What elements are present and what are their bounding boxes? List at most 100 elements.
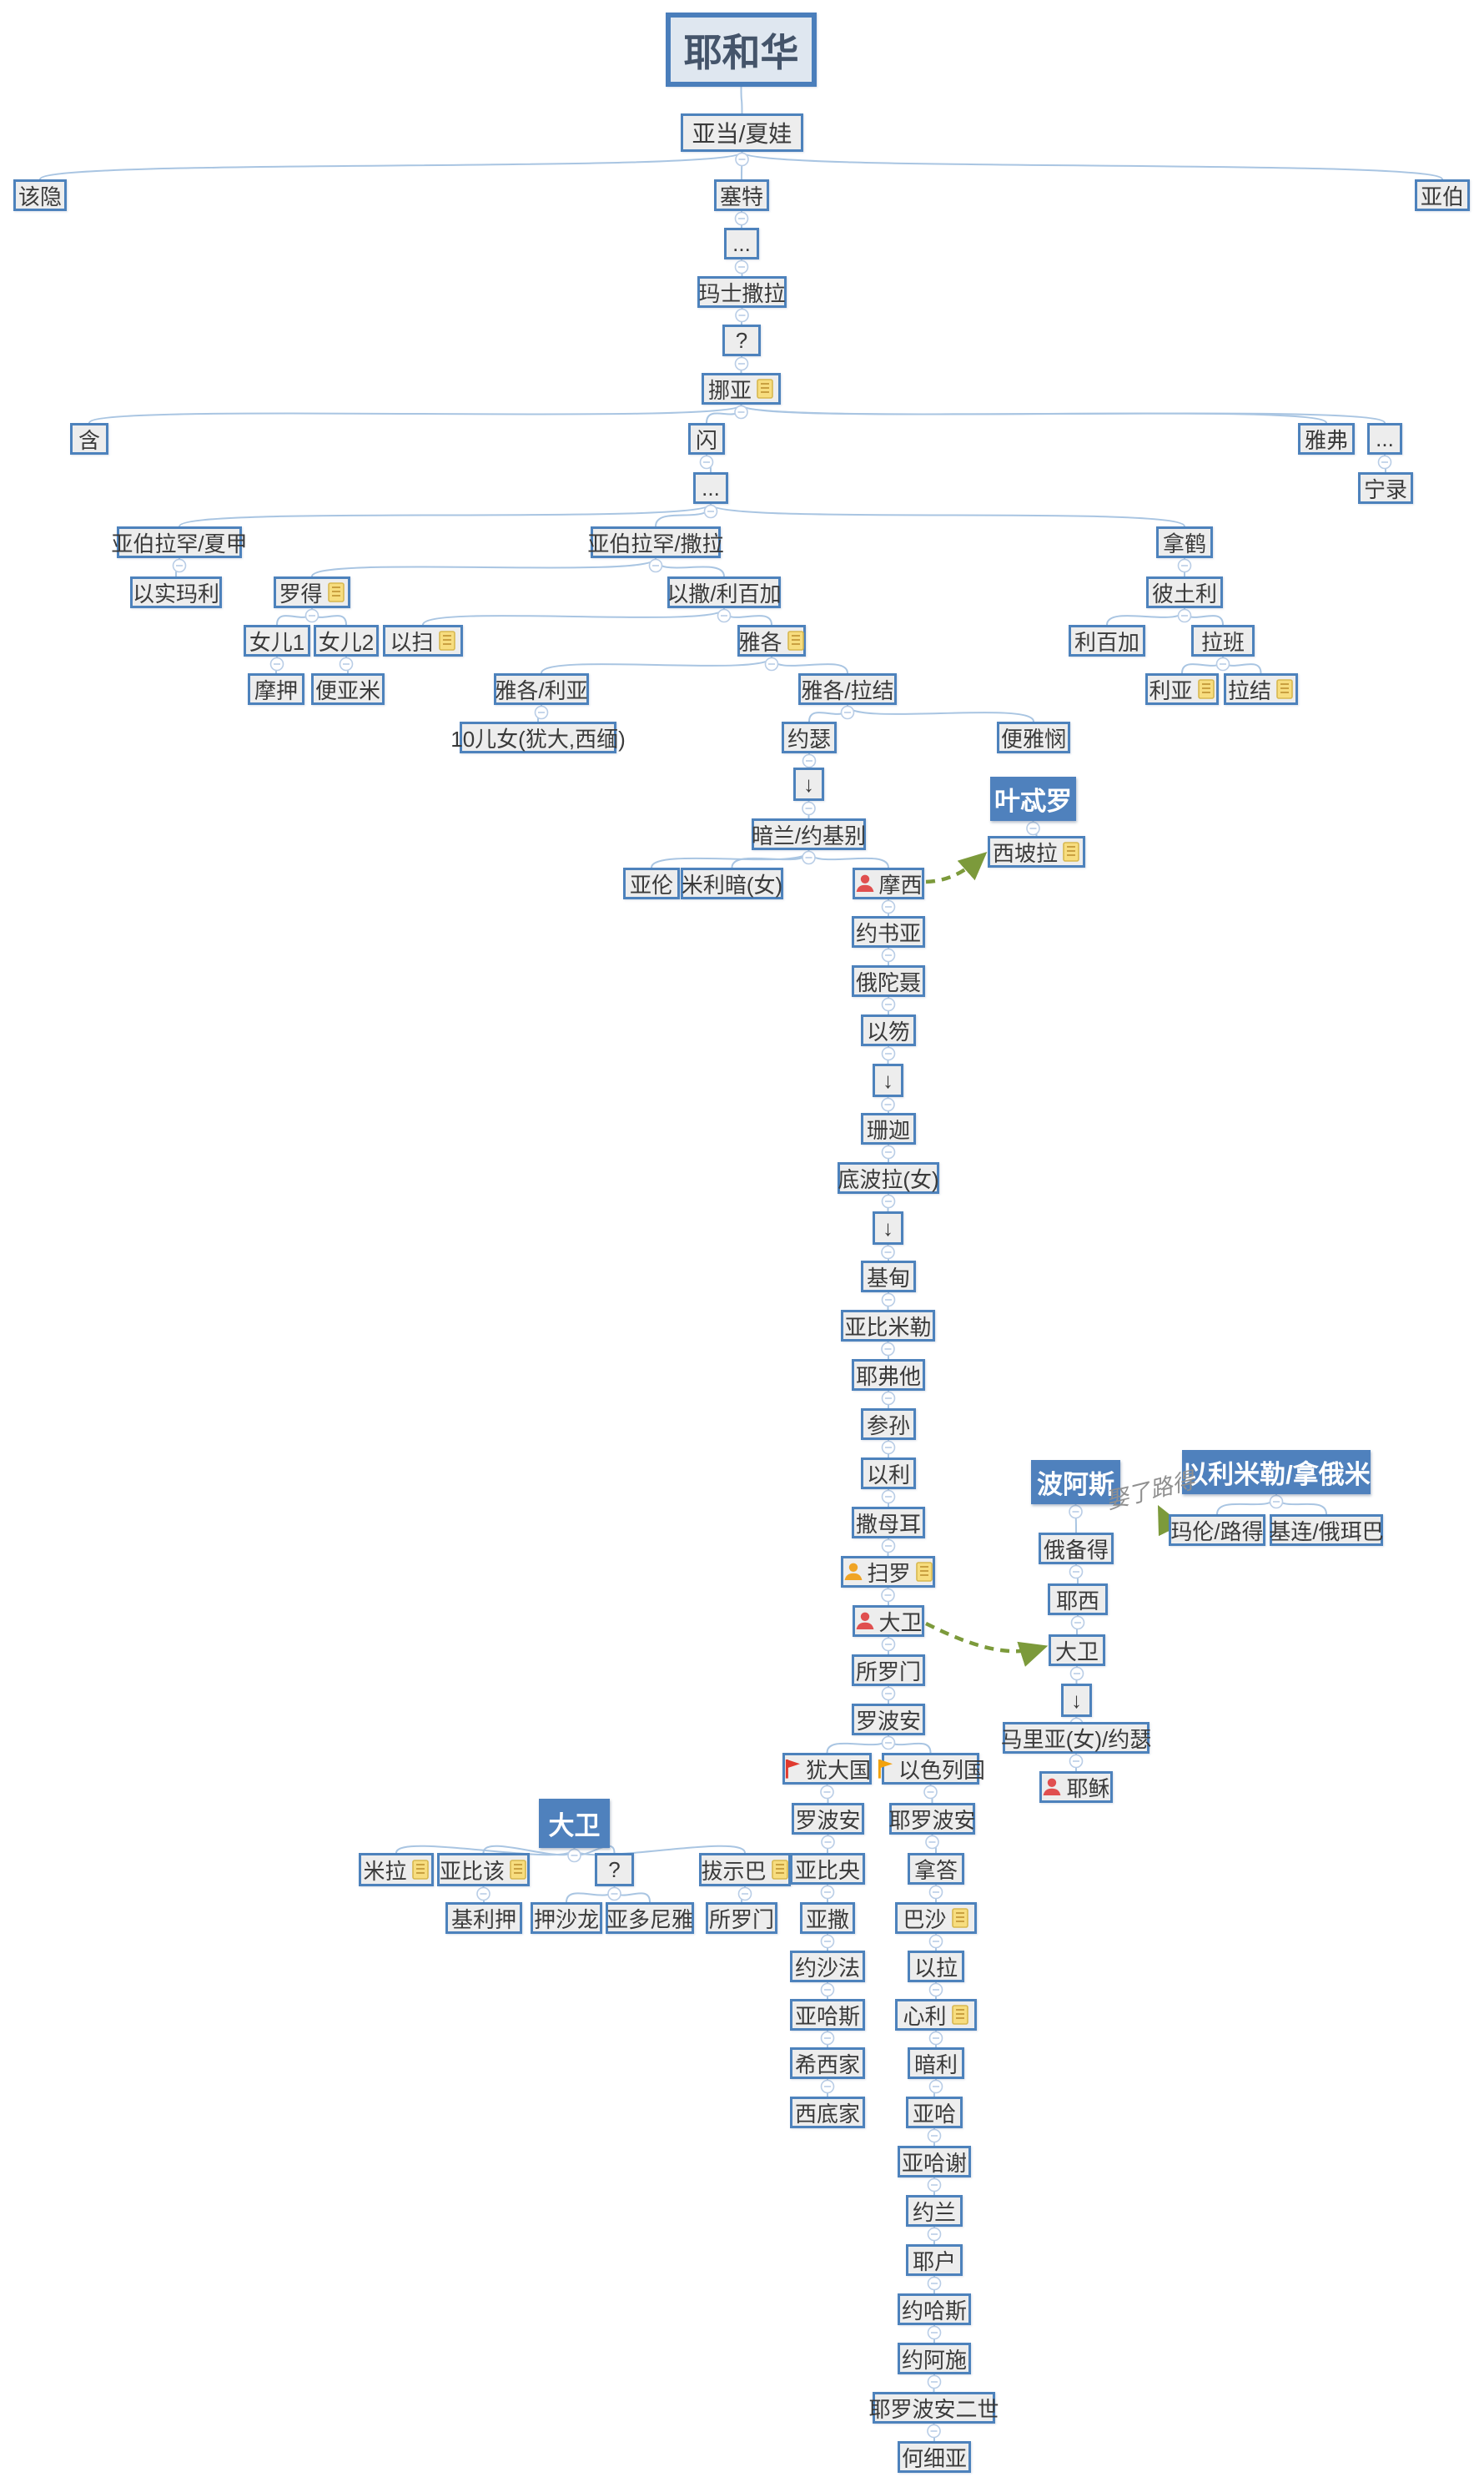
collapse-toggle-seth[interactable] [734, 211, 749, 226]
collapse-toggle-elah[interactable] [928, 1982, 943, 1997]
node-abimelech[interactable]: 亚比米勒 [841, 1310, 935, 1342]
node-arrow2[interactable]: ↓ [873, 1064, 903, 1097]
collapse-toggle-deborah[interactable] [881, 1194, 896, 1209]
node-baasha[interactable]: 巴沙 [895, 1902, 977, 1934]
node-arrow4[interactable]: ↓ [1061, 1684, 1092, 1717]
collapse-toggle-nahor[interactable] [1177, 558, 1192, 573]
collapse-toggle-moses[interactable] [881, 899, 896, 914]
node-deborah[interactable]: 底波拉(女) [838, 1162, 939, 1194]
collapse-toggle-nadab[interactable] [928, 1885, 943, 1900]
collapse-toggle-rehoboam_top[interactable] [881, 1735, 896, 1750]
collapse-toggle-shem[interactable] [699, 455, 714, 470]
node-rebekah[interactable]: 利百加 [1069, 625, 1145, 657]
node-joash[interactable]: 约阿施 [898, 2343, 971, 2374]
node-asa[interactable]: 亚撒 [800, 1902, 855, 1934]
node-rehoboam_top[interactable]: 罗波安 [852, 1704, 925, 1735]
node-jacob[interactable]: 雅各 [737, 625, 806, 657]
node-benjamin[interactable]: 便雅悯 [997, 722, 1070, 753]
node-othniel[interactable]: 俄陀聂 [852, 965, 925, 997]
collapse-toggle-obed[interactable] [1069, 1564, 1084, 1579]
node-jacob_rachel[interactable]: 雅各/拉结 [798, 673, 897, 705]
node-daughter2[interactable]: 女儿2 [314, 625, 379, 657]
collapse-toggle-boaz_label[interactable] [1069, 1504, 1083, 1519]
node-jehu[interactable]: 耶户 [906, 2244, 963, 2276]
collapse-toggle-asa[interactable] [820, 1934, 835, 1949]
node-solomon[interactable]: 所罗门 [852, 1654, 925, 1686]
node-david2[interactable]: 大卫 [1049, 1634, 1105, 1666]
collapse-toggle-jacob_leah[interactable] [534, 705, 549, 720]
node-ahaziah[interactable]: 亚哈谢 [898, 2146, 971, 2177]
node-adonijah[interactable]: 亚多尼雅 [606, 1902, 694, 1934]
collapse-toggle-lot[interactable] [304, 608, 319, 623]
collapse-toggle-rehoboam2[interactable] [821, 1835, 835, 1850]
node-mary_joseph[interactable]: 马里亚(女)/约瑟 [1001, 1722, 1151, 1754]
node-ham[interactable]: 含 [70, 423, 108, 455]
node-israel_kingdom[interactable]: 以色列国 [878, 1753, 985, 1785]
node-zimri[interactable]: 心利 [895, 1999, 977, 2031]
node-leah[interactable]: 利亚 [1145, 673, 1219, 705]
node-unknown1[interactable]: ? [722, 325, 761, 356]
collapse-toggle-abimelech[interactable] [881, 1342, 895, 1357]
collapse-toggle-hezekiah[interactable] [820, 2079, 835, 2094]
collapse-toggle-dots2[interactable] [1377, 455, 1392, 470]
collapse-toggle-jesse[interactable] [1070, 1615, 1085, 1630]
collapse-toggle-david_label[interactable] [567, 1848, 581, 1863]
collapse-toggle-arrow3[interactable] [881, 1245, 895, 1260]
node-abel[interactable]: 亚伯 [1415, 179, 1470, 211]
node-david_label[interactable]: 大卫 [539, 1799, 610, 1848]
collapse-toggle-dots1[interactable] [734, 259, 749, 274]
node-seth[interactable]: 塞特 [714, 179, 769, 211]
collapse-toggle-jehoshaphat[interactable] [820, 1982, 835, 1997]
node-joram[interactable]: 约兰 [906, 2195, 963, 2227]
node-adam_eve[interactable]: 亚当/夏娃 [681, 113, 803, 152]
node-miriam[interactable]: 米利暗(女) [681, 868, 783, 899]
node-solomon2[interactable]: 所罗门 [706, 1902, 777, 1934]
collapse-toggle-laban[interactable] [1215, 657, 1230, 672]
collapse-toggle-jacob_rachel[interactable] [840, 705, 855, 720]
collapse-toggle-abraham_sarah[interactable] [648, 558, 663, 573]
collapse-toggle-isaac_rebekah[interactable] [717, 608, 732, 623]
collapse-toggle-joseph[interactable] [802, 753, 817, 768]
node-dots3[interactable]: ... [693, 472, 728, 504]
collapse-toggle-amram[interactable] [802, 850, 816, 865]
node-daughter1[interactable]: 女儿1 [244, 625, 310, 657]
collapse-toggle-jehu[interactable] [927, 2276, 942, 2291]
node-arrow1[interactable]: ↓ [793, 768, 824, 801]
node-shem[interactable]: 闪 [688, 423, 725, 455]
collapse-toggle-othniel[interactable] [881, 997, 896, 1012]
node-absalom[interactable]: 押沙龙 [531, 1902, 602, 1934]
node-joshua[interactable]: 约书亚 [852, 916, 925, 948]
collapse-toggle-david2[interactable] [1069, 1666, 1084, 1681]
node-hoshea[interactable]: 何细亚 [898, 2441, 971, 2473]
node-mahlon_ruth[interactable]: 玛伦/路得 [1169, 1514, 1265, 1546]
collapse-toggle-jeroboam2[interactable] [927, 2424, 941, 2439]
collapse-toggle-ehud[interactable] [881, 1046, 896, 1061]
collapse-toggle-israel_kingdom[interactable] [923, 1785, 938, 1800]
node-dots1[interactable]: ... [724, 228, 759, 259]
node-aaron[interactable]: 亚伦 [623, 868, 680, 899]
node-zedekiah[interactable]: 西底家 [790, 2097, 865, 2128]
node-samuel[interactable]: 撒母耳 [852, 1507, 925, 1538]
collapse-toggle-omri[interactable] [928, 2079, 943, 2094]
collapse-toggle-bathsheba[interactable] [737, 1886, 752, 1901]
node-gideon[interactable]: 基甸 [861, 1261, 916, 1292]
node-elah[interactable]: 以拉 [908, 1951, 964, 1982]
node-abraham_hagar[interactable]: 亚伯拉罕/夏甲 [111, 526, 248, 558]
collapse-toggle-ahaz[interactable] [820, 2031, 835, 2046]
node-methuselah[interactable]: 玛士撒拉 [697, 276, 787, 308]
node-isaac_rebekah[interactable]: 以撒/利百加 [667, 576, 782, 608]
node-jehoshaphat[interactable]: 约沙法 [790, 1951, 865, 1982]
node-abijah[interactable]: 亚比央 [790, 1853, 865, 1885]
node-ten_children[interactable]: 10儿女(犹大,西缅) [450, 722, 626, 753]
collapse-toggle-judah_kingdom[interactable] [820, 1785, 834, 1800]
node-saul[interactable]: 扫罗 [841, 1556, 935, 1588]
collapse-toggle-jethro_label[interactable] [1026, 821, 1040, 836]
node-benammi[interactable]: 便亚米 [311, 673, 385, 705]
node-mila[interactable]: 米拉 [359, 1853, 434, 1886]
node-jesse[interactable]: 耶西 [1048, 1583, 1108, 1615]
collapse-toggle-daughter2[interactable] [339, 657, 354, 672]
node-boaz_label[interactable]: 波阿斯 [1031, 1460, 1120, 1504]
collapse-toggle-joshua[interactable] [881, 948, 896, 963]
collapse-toggle-shamgar[interactable] [881, 1145, 896, 1160]
node-nimrod[interactable]: 宁录 [1358, 472, 1413, 504]
